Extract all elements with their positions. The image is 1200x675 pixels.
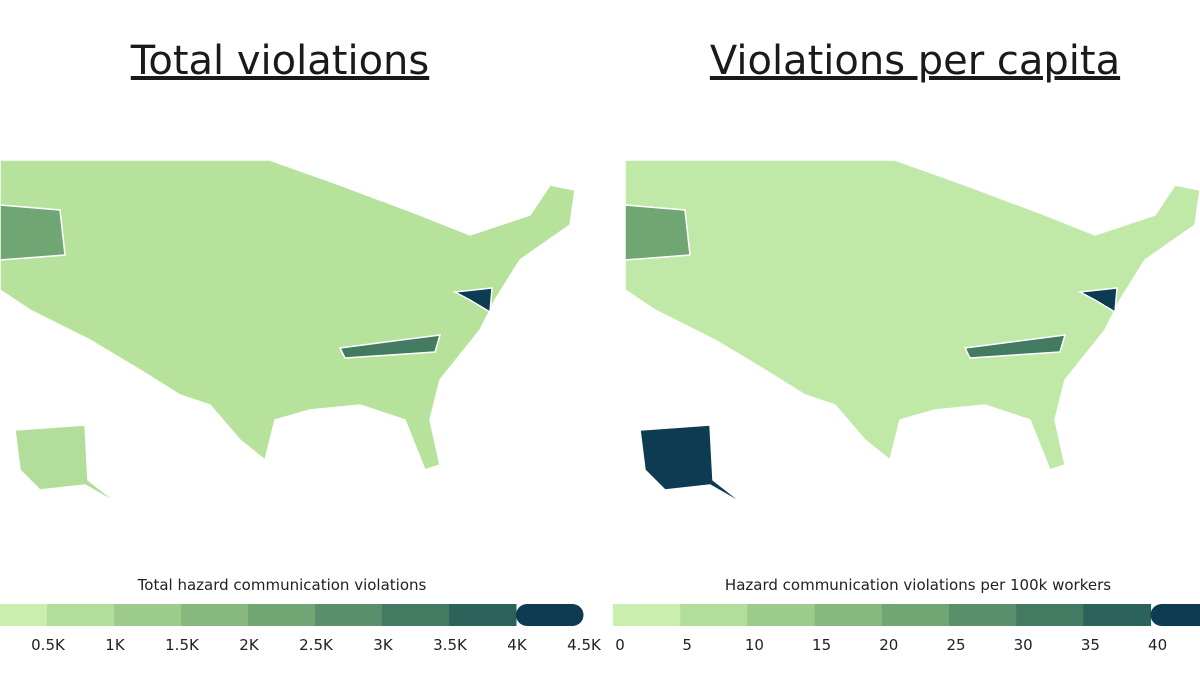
tick-label: 4K xyxy=(507,636,528,654)
state xyxy=(624,204,691,261)
tick-label: 0.5K xyxy=(31,636,66,654)
tick-label: 40 xyxy=(1148,636,1167,654)
legend-swatch xyxy=(114,604,182,626)
tick-label: 2K xyxy=(239,636,260,654)
legend-swatch xyxy=(613,604,681,626)
legend-swatch xyxy=(248,604,316,626)
legend-swatch xyxy=(881,604,950,626)
legend-swatch xyxy=(814,604,883,626)
tick-label: 25 xyxy=(946,636,965,654)
map-total xyxy=(0,159,576,506)
tick-label: 5 xyxy=(682,636,692,654)
legend-swatch xyxy=(680,604,748,626)
legend-swatch xyxy=(0,604,48,626)
legend-swatch xyxy=(47,604,115,626)
tick-label: 20 xyxy=(879,636,898,654)
legend-swatch xyxy=(949,604,1017,626)
panel-title: Violations per capita xyxy=(710,38,1120,84)
legend-swatch xyxy=(315,604,383,626)
legend-swatch xyxy=(1150,604,1200,626)
legend-swatch xyxy=(1016,604,1084,626)
tick-label: 2.5K xyxy=(299,636,334,654)
tick-label: 1K xyxy=(105,636,126,654)
us-map xyxy=(0,159,576,471)
tick-label: 10 xyxy=(745,636,764,654)
tick-label: 30 xyxy=(1014,636,1033,654)
legend-swatch xyxy=(516,604,584,626)
tick-label: 4.5K xyxy=(567,636,602,654)
legend-title: Total hazard communication violations xyxy=(137,576,427,594)
tick-label: 1.5K xyxy=(165,636,200,654)
legend-swatch xyxy=(1083,604,1152,626)
us-map xyxy=(624,159,1200,471)
legend-title: Hazard communication violations per 100k… xyxy=(725,576,1111,594)
state xyxy=(14,424,121,506)
state xyxy=(0,204,66,261)
tick-label: 0 xyxy=(615,636,625,654)
tick-label: 15 xyxy=(812,636,831,654)
tick-label: 35 xyxy=(1081,636,1100,654)
tick-label: 3.5K xyxy=(433,636,468,654)
maps xyxy=(0,159,1200,506)
legend-swatch xyxy=(449,604,517,626)
legend-swatch xyxy=(747,604,816,626)
map-per-capita xyxy=(624,159,1200,506)
state xyxy=(639,424,746,506)
tick-label: 3K xyxy=(373,636,394,654)
legend-swatch xyxy=(382,604,450,626)
panel-title: Total violations xyxy=(130,38,429,84)
legend-swatch xyxy=(181,604,249,626)
